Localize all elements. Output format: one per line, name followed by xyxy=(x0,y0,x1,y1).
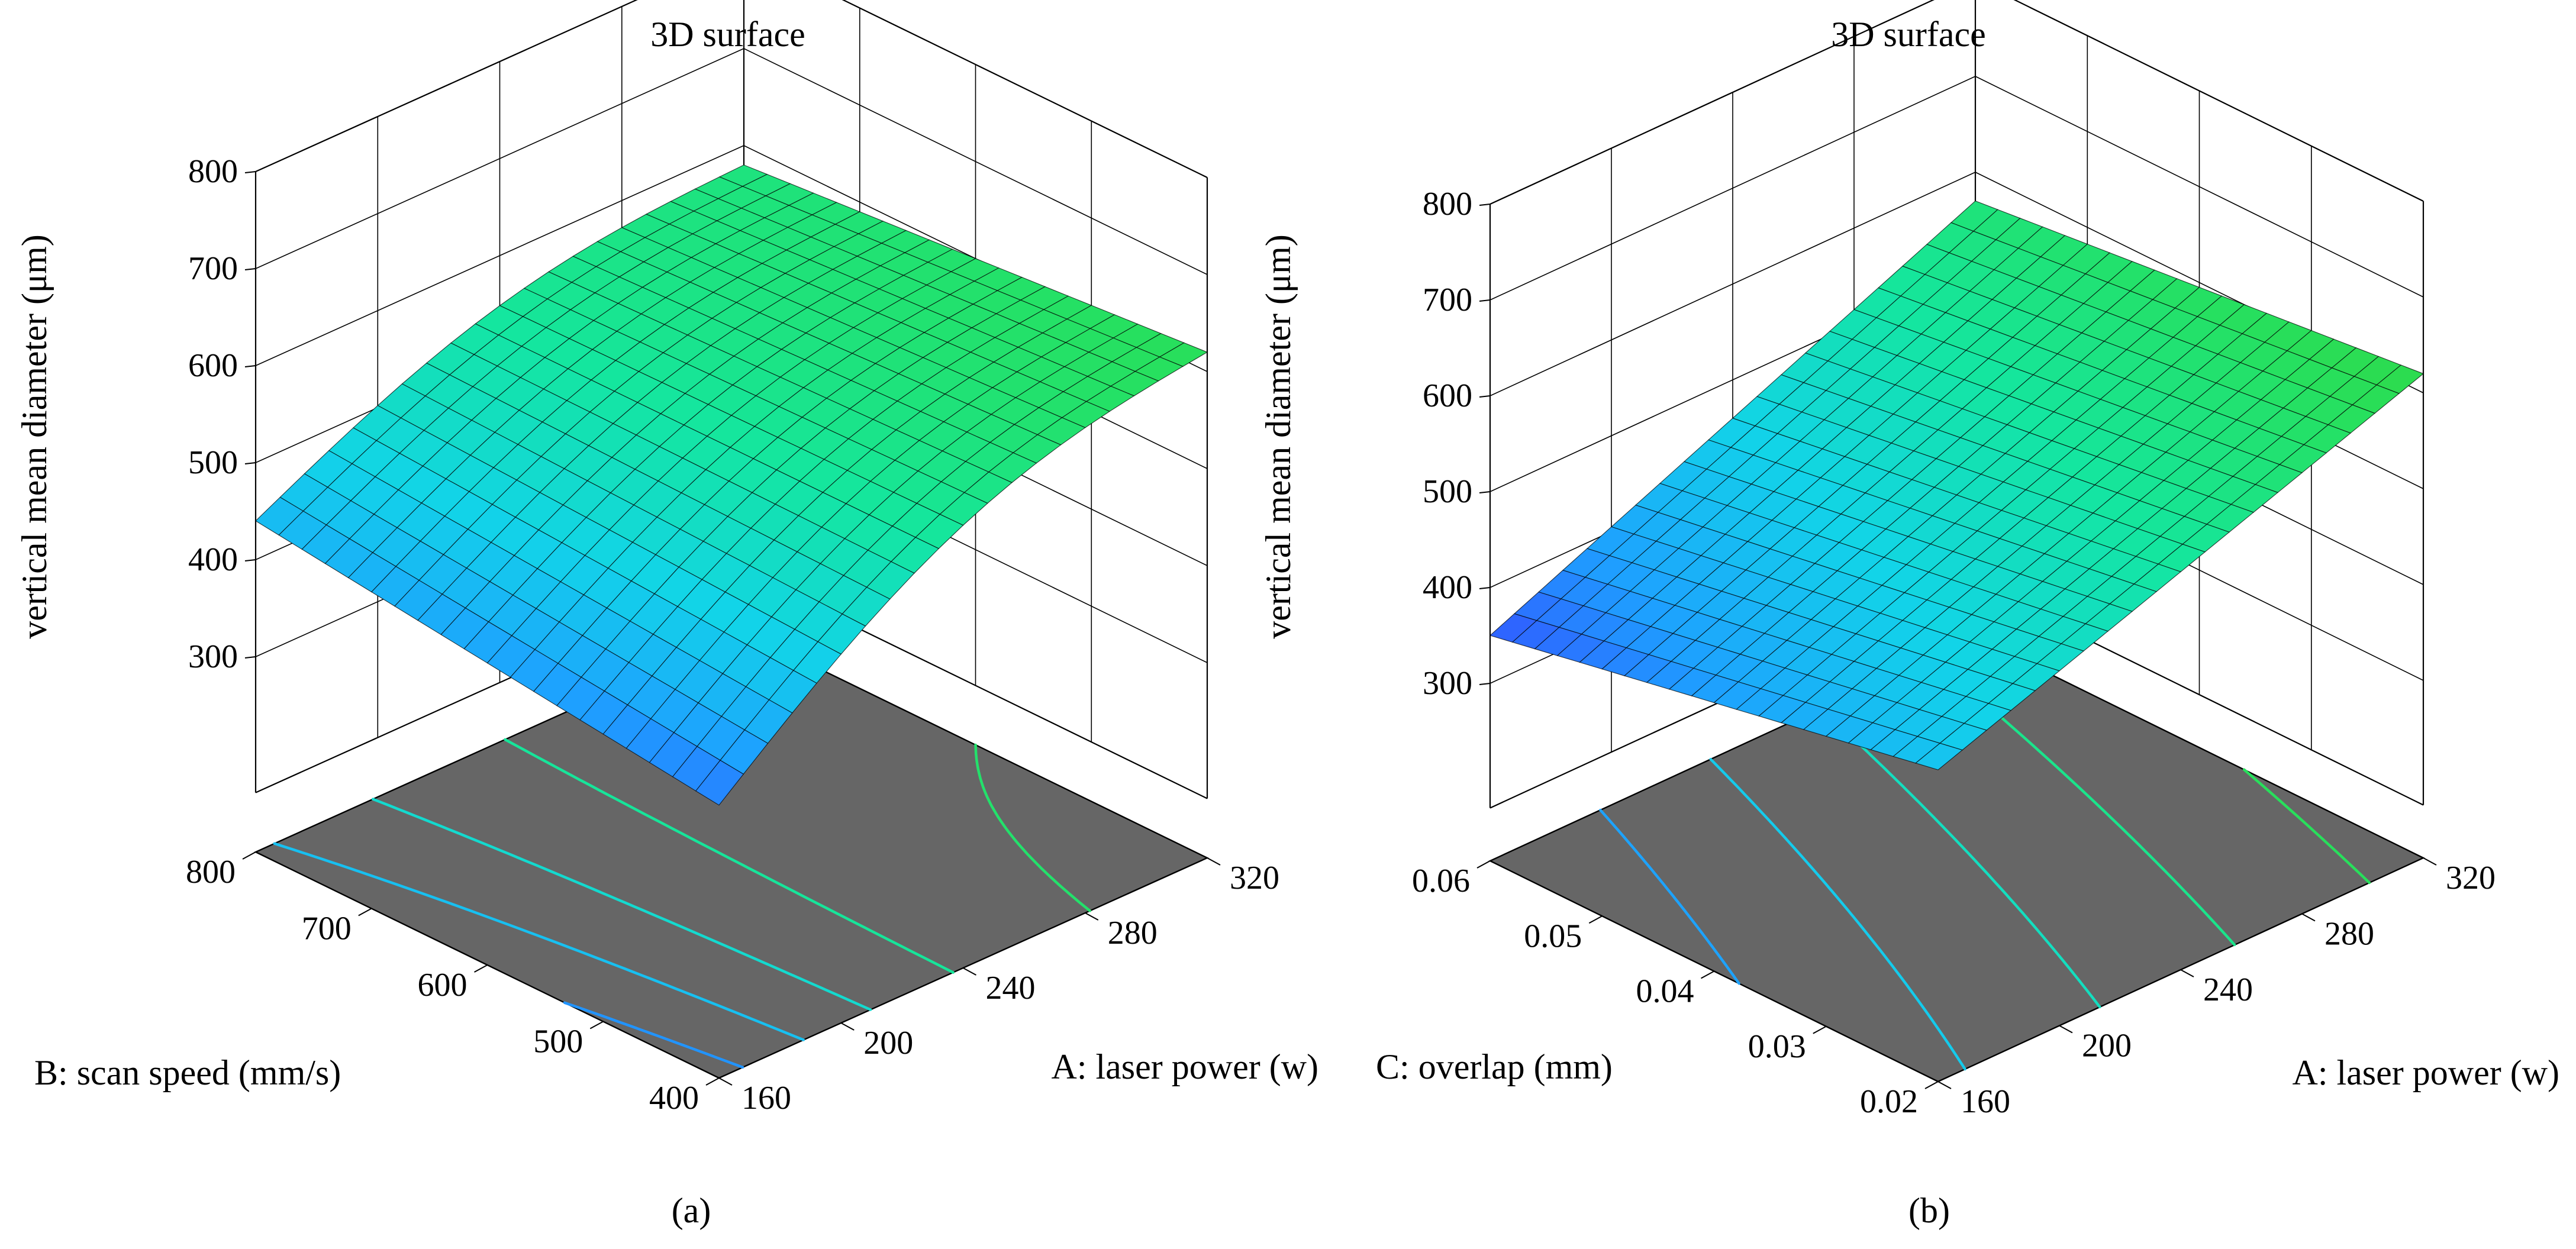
x-tick-mark xyxy=(2180,969,2194,977)
z-axis-label-a-right: vertical mean diameter (μm) xyxy=(1259,234,1298,639)
y-tick-label: 0.05 xyxy=(1524,918,1582,954)
x-tick-mark xyxy=(1085,912,1099,921)
y-tick-label: 500 xyxy=(533,1024,583,1060)
contours-b xyxy=(1599,656,2371,1071)
z-tick-mark xyxy=(244,171,256,173)
y-tick-mark xyxy=(1588,915,1603,924)
contour-line xyxy=(974,743,1091,912)
y-tick-mark xyxy=(1813,1025,1827,1034)
z-tick-label: 700 xyxy=(1423,282,1472,318)
z-tick-mark xyxy=(244,268,256,270)
z-tick-label: 800 xyxy=(1423,186,1472,222)
z-tick-label: 300 xyxy=(1423,665,1472,702)
z-tick-mark xyxy=(244,656,256,659)
x-axis-label-a: A: laser power (w) xyxy=(1052,1047,1319,1086)
z-tick-label: 500 xyxy=(1423,473,1472,510)
y-tick-mark xyxy=(1476,860,1491,869)
y-tick-mark xyxy=(589,1021,604,1029)
y-tick-label: 800 xyxy=(186,854,236,890)
contour-line xyxy=(1599,808,1740,985)
caption-b: (b) xyxy=(1908,1191,1950,1230)
x-tick-label: 320 xyxy=(1230,860,1279,896)
z-tick-label: 500 xyxy=(188,444,238,481)
surface-cell xyxy=(1915,743,1964,770)
x-tick-mark xyxy=(840,1022,855,1031)
y-tick-mark xyxy=(705,1077,720,1086)
contour-line xyxy=(504,738,955,974)
z-tick-mark xyxy=(1479,395,1491,398)
y-tick-label: 0.06 xyxy=(1412,863,1470,899)
y-tick-label: 0.03 xyxy=(1748,1028,1806,1065)
z-tick-mark xyxy=(244,365,256,367)
x-tick-label: 200 xyxy=(2082,1028,2132,1064)
y-tick-mark xyxy=(242,851,256,860)
y-tick-label: 700 xyxy=(302,911,352,947)
contour-line xyxy=(2242,768,2371,885)
x-tick-mark xyxy=(963,967,976,976)
y-tick-label: 600 xyxy=(418,967,468,1003)
y-tick-mark xyxy=(474,964,488,973)
contour-line xyxy=(371,798,872,1011)
z-tick-label: 600 xyxy=(1423,377,1472,414)
x-tick-mark xyxy=(718,1077,733,1086)
z-tick-mark xyxy=(1479,683,1491,685)
z-tick-mark xyxy=(244,462,256,464)
chart-title-a: 3D surface xyxy=(650,15,805,54)
surface-b xyxy=(1489,200,2425,770)
x-tick-label: 240 xyxy=(2203,972,2253,1008)
y-tick-label: 0.02 xyxy=(1860,1083,1918,1120)
y-axis-label-a: B: scan speed (mm/s) xyxy=(34,1053,341,1092)
x-tick-label: 200 xyxy=(863,1025,913,1061)
x-tick-mark xyxy=(2059,1025,2073,1034)
x-tick-mark xyxy=(1207,857,1221,866)
x-tick-label: 160 xyxy=(741,1080,791,1116)
y-axis-label-b: C: overlap (mm) xyxy=(1376,1047,1613,1086)
surface-a xyxy=(255,164,1208,806)
z-tick-label: 300 xyxy=(188,638,238,675)
z-axis-label-a: vertical mean diameter (μm) xyxy=(15,234,54,639)
chart-panel-b: 300 400 500 600 700 800 160 200 240 280 320 0.02 0.0… xyxy=(1376,0,2559,1230)
z-tick-mark xyxy=(1479,204,1491,206)
z-tick-label: 600 xyxy=(188,347,238,384)
y-tick-label: 400 xyxy=(649,1080,699,1116)
chart-title-b: 3D surface xyxy=(1831,15,1986,54)
contours-a xyxy=(273,738,1091,1069)
x-tick-mark xyxy=(1937,1081,1952,1089)
contour-line xyxy=(1709,757,1966,1071)
ticks-a: 300 400 500 600 700 800 160 200 240 280 320 400 500 6… xyxy=(186,153,1279,1116)
y-tick-mark xyxy=(1924,1081,1939,1089)
z-tick-label: 800 xyxy=(188,153,238,190)
x-tick-label: 280 xyxy=(2324,916,2374,953)
x-tick-label: 160 xyxy=(1961,1083,2010,1120)
surface-cell xyxy=(695,760,744,806)
x-axis-label-b: A: laser power (w) xyxy=(2293,1053,2560,1092)
x-tick-mark xyxy=(2301,913,2316,922)
x-tick-mark xyxy=(2423,857,2437,866)
contour-line xyxy=(273,842,805,1041)
contour-line xyxy=(563,1001,744,1069)
z-tick-mark xyxy=(1479,587,1491,589)
x-tick-label: 320 xyxy=(2446,860,2496,896)
y-tick-label: 0.04 xyxy=(1636,973,1694,1010)
chart-panel-a: 300 400 500 600 700 800 160 200 240 280 320 400 500 6… xyxy=(15,0,1318,1230)
z-tick-label: 400 xyxy=(188,541,238,578)
z-tick-mark xyxy=(244,559,256,561)
z-tick-mark xyxy=(1479,299,1491,302)
y-tick-mark xyxy=(358,908,372,916)
caption-a: (a) xyxy=(672,1191,711,1230)
z-tick-label: 400 xyxy=(1423,569,1472,606)
ticks-b: 300 400 500 600 700 800 160 200 240 280 320 0.02 0.0… xyxy=(1412,186,2496,1120)
y-tick-mark xyxy=(1701,970,1714,979)
z-tick-mark xyxy=(1479,491,1491,493)
z-tick-label: 700 xyxy=(188,250,238,287)
x-tick-label: 240 xyxy=(986,970,1036,1006)
x-tick-label: 280 xyxy=(1108,915,1158,951)
